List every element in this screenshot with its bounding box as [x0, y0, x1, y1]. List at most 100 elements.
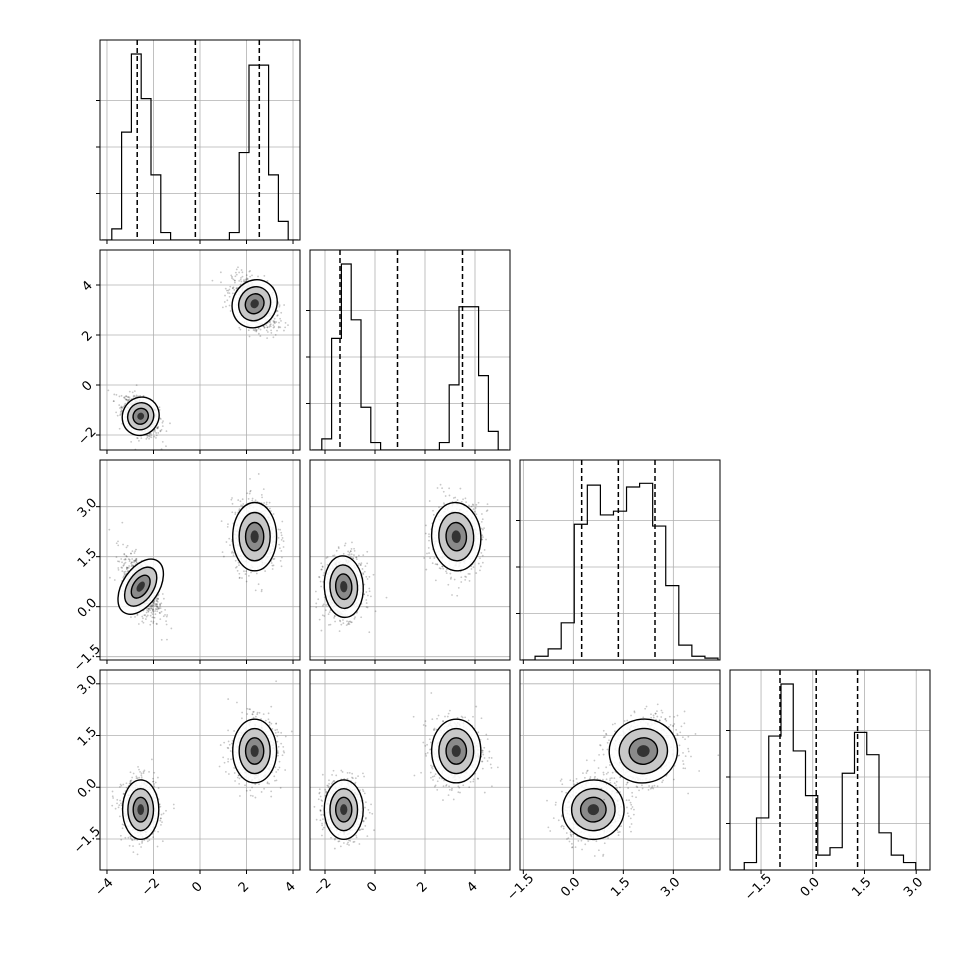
scatter-point: [257, 275, 259, 278]
scatter-point: [131, 564, 134, 567]
scatter-point: [115, 556, 118, 559]
scatter-point: [144, 614, 147, 617]
scatter-point: [117, 560, 119, 563]
scatter-point: [280, 565, 283, 568]
scatter-point: [355, 558, 358, 561]
scatter-point: [231, 502, 234, 505]
scatter-point: [361, 568, 364, 570]
scatter-point: [460, 581, 463, 583]
scatter-point: [434, 579, 437, 582]
scatter-point: [366, 562, 369, 565]
panel-content: [310, 460, 510, 660]
scatter-point: [354, 616, 356, 619]
scatter-point: [125, 782, 128, 785]
scatter-point: [272, 326, 275, 329]
scatter-point: [272, 564, 275, 567]
scatter-point: [347, 550, 350, 553]
scatter-point: [444, 495, 447, 497]
scatter-point: [146, 840, 149, 843]
scatter-point: [432, 513, 435, 516]
scatter-point: [482, 536, 484, 538]
scatter-point: [273, 557, 276, 560]
scatter-point: [347, 553, 350, 556]
scatter-point: [268, 501, 271, 504]
scatter-point: [321, 614, 324, 617]
scatter-point: [153, 601, 155, 604]
scatter-point: [265, 503, 268, 506]
scatter-point: [468, 580, 471, 582]
panel-frame: [309, 459, 511, 661]
scatter-point: [273, 320, 276, 323]
scatter-point: [481, 561, 484, 564]
scatter-point: [279, 559, 282, 562]
scatter-point: [247, 329, 250, 332]
scatter-point: [120, 409, 123, 411]
scatter-point: [465, 576, 468, 578]
scatter-point: [477, 562, 480, 565]
scatter-point: [130, 779, 133, 782]
scatter-point: [247, 498, 250, 500]
scatter-point: [135, 560, 138, 563]
density-fill: [136, 581, 145, 592]
scatter-point: [368, 587, 371, 590]
histogram-step: [522, 482, 719, 660]
scatter-point: [107, 389, 110, 392]
scatter-point: [366, 606, 369, 609]
y-tick-label: −2: [75, 424, 99, 448]
scatter-point: [259, 335, 262, 337]
scatter-point: [146, 436, 149, 439]
scatter-point: [473, 510, 476, 513]
scatter-point: [135, 558, 138, 560]
scatter-point: [127, 399, 130, 401]
scatter-point: [123, 575, 125, 577]
scatter-point: [125, 398, 127, 401]
scatter-point: [155, 603, 158, 606]
scatter-point: [353, 554, 355, 556]
scatter-point: [149, 609, 152, 612]
panel-content: [520, 460, 720, 660]
scatter-point: [122, 576, 125, 579]
scatter-point: [135, 558, 138, 560]
scatter-point: [152, 601, 155, 604]
scatter-point: [270, 562, 273, 564]
scatter-point: [260, 494, 263, 496]
scatter-point: [280, 538, 283, 541]
scatter-point: [248, 492, 251, 495]
scatter-point: [366, 578, 369, 580]
scatter-point: [237, 266, 239, 269]
hist-panel-1: [306, 249, 511, 454]
scatter-point: [134, 559, 137, 561]
scatter-point: [228, 288, 231, 291]
scatter-point: [139, 770, 141, 773]
scatter-point: [350, 553, 353, 556]
scatter-point: [247, 574, 250, 577]
scatter-point: [154, 429, 156, 431]
scatter-point: [370, 595, 372, 598]
scatter-point: [243, 570, 245, 573]
scatter-point: [124, 558, 127, 561]
y-tick-label: −1.5: [71, 642, 104, 675]
scatter-point: [121, 521, 124, 524]
scatter-point: [115, 411, 118, 414]
scatter-point: [472, 566, 475, 568]
y-tick-label: 0.0: [75, 596, 100, 621]
scatter-point: [352, 557, 355, 560]
scatter-point: [159, 603, 162, 606]
scatter-point: [245, 580, 248, 583]
scatter-point: [221, 551, 224, 554]
scatter-point: [360, 562, 363, 564]
density-fill: [340, 580, 348, 593]
scatter-point: [150, 607, 153, 609]
scatter-point: [234, 271, 237, 274]
scatter-point: [118, 815, 121, 818]
scatter-point: [352, 557, 354, 559]
scatter-point: [269, 324, 271, 326]
scatter-point: [240, 276, 242, 279]
scatter-point: [342, 552, 345, 555]
scatter-point: [328, 611, 331, 614]
scatter-point: [281, 556, 283, 559]
scatter-point: [147, 607, 150, 610]
scatter-point: [272, 324, 275, 326]
scatter-point: [280, 531, 283, 534]
